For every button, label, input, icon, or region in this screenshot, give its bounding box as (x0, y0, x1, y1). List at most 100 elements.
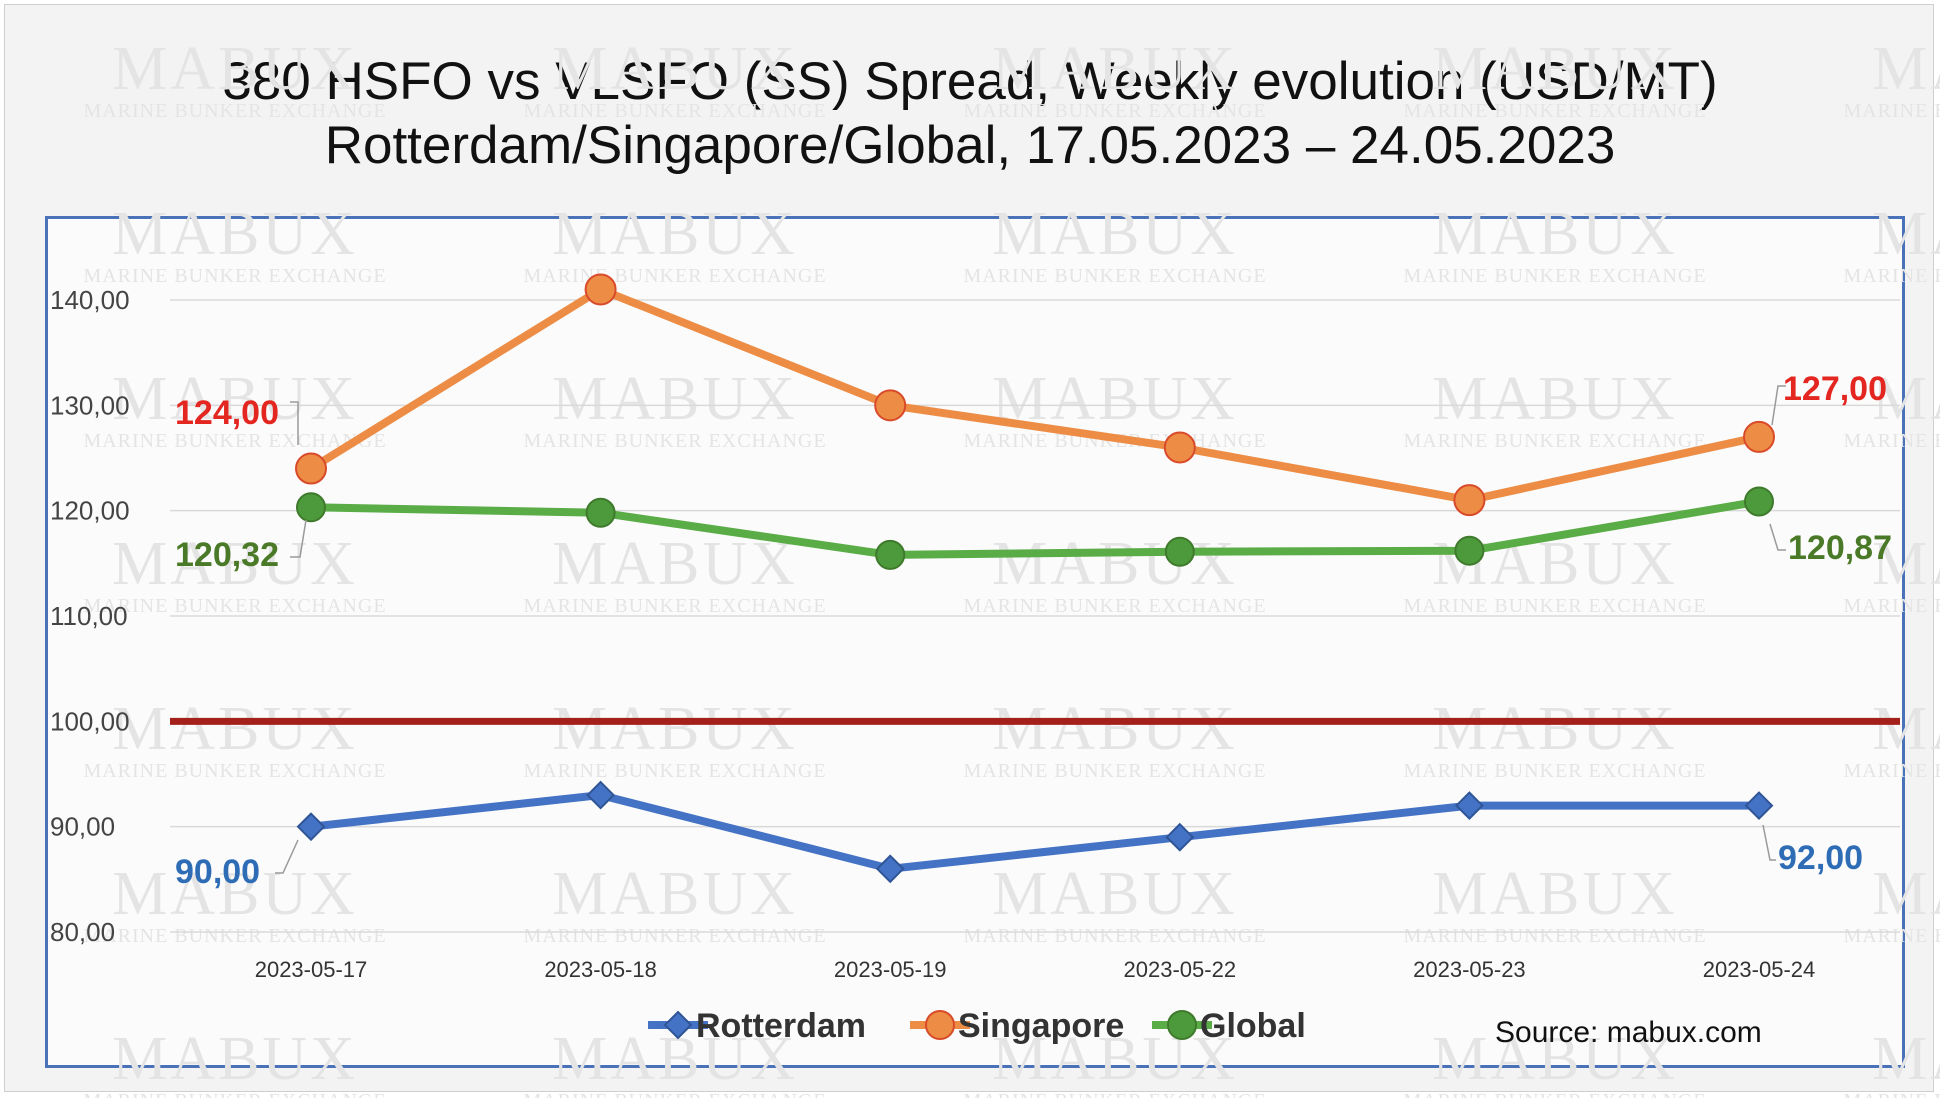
watermark-text: MABUX (992, 860, 1238, 928)
watermark-text: MABUX (552, 35, 798, 103)
marker-rotterdam (296, 812, 326, 842)
y-tick-label: 120,00 (50, 496, 130, 526)
watermark-subtext: MARINE BUNKER EXCHANGE (1403, 925, 1706, 947)
watermark-subtext: MARINE BUNKER EXCHANGE (963, 925, 1266, 947)
legend-label-rotterdam: Rotterdam (696, 1007, 866, 1045)
source-note: Source: mabux.com (1495, 1016, 1762, 1049)
legend-marker-global (1167, 1010, 1197, 1040)
series-markers (295, 273, 1775, 884)
series-line-global (307, 497, 1763, 559)
watermark-text: MABUX (552, 365, 798, 433)
marker-singapore (1453, 484, 1486, 517)
watermark-subtext: MARINE BUNKER EXCHANGE (1403, 430, 1706, 452)
watermark-subtext: MARINE BUNKER EXCHANGE (963, 595, 1266, 617)
watermark-text: MABUX (552, 200, 798, 268)
watermark-subtext: MARINE BUNKER EXCHANGE (523, 430, 826, 452)
watermark-text: MABUX (112, 1025, 358, 1093)
watermark-text: MABUX (1432, 860, 1678, 928)
legend: Rotterdam Singapore Global (648, 1007, 1306, 1045)
watermark-text: MABUX (1432, 1025, 1678, 1093)
watermark-subtext: MARINE BUNKER EXCHANGE (83, 100, 386, 122)
watermark-subtext: MARINE BUNKER EXCHANGE (83, 925, 386, 947)
x-axis: 2023-05-17 2023-05-18 2023-05-19 2023-05-22… (255, 957, 1816, 982)
series-line-singapore (307, 285, 1763, 505)
watermark-text: MABUX (992, 530, 1238, 598)
watermark-subtext: MARINE BUNKER EXCHANGE (1843, 100, 1940, 122)
marker-rotterdam (875, 854, 905, 884)
watermark-subtext: MARINE BUNKER EXCHANGE (1843, 430, 1940, 452)
marker-singapore (874, 389, 907, 422)
watermark-text: MABUX (1432, 200, 1678, 268)
watermark-subtext: MARINE BUNKER EXCHANGE (1403, 1090, 1706, 1098)
watermark-subtext: MARINE BUNKER EXCHANGE (83, 760, 386, 782)
watermark-subtext: MARINE BUNKER EXCHANGE (523, 265, 826, 287)
marker-rotterdam (1454, 791, 1484, 821)
leader-line (1762, 824, 1776, 861)
marker-singapore (584, 273, 617, 306)
watermark-text: MABUX (992, 695, 1238, 763)
watermark-text: MABUX (1872, 530, 1940, 598)
watermark-text: MABUX (992, 200, 1238, 268)
plot-frame (45, 216, 1905, 1068)
marker-rotterdam (1165, 822, 1195, 852)
marker-global (585, 497, 616, 528)
watermark-subtext: MARINE BUNKER EXCHANGE (523, 100, 826, 122)
x-tick-label: 2023-05-19 (834, 957, 947, 982)
y-tick-label: 130,00 (50, 390, 130, 420)
x-tick-label: 2023-05-18 (544, 957, 657, 982)
watermark-text: MABUX (1872, 1025, 1940, 1093)
watermark-subtext: MARINE BUNKER EXCHANGE (83, 265, 386, 287)
marker-global (875, 539, 906, 570)
leader-line (290, 519, 307, 558)
watermark-text: MABUX (552, 1025, 798, 1093)
watermark-text: MABUX (112, 35, 358, 103)
watermark-subtext: MARINE BUNKER EXCHANGE (1403, 265, 1706, 287)
watermark-text: MABUX (1872, 200, 1940, 268)
watermark-text: MABUX (552, 695, 798, 763)
watermark-text: MABUX (112, 860, 358, 928)
chart-title: 380 HSFO vs VLSFO (SS) Spread, Weekly ev… (0, 50, 1940, 178)
watermark-text: MABUX (552, 860, 798, 928)
watermark-text: MABUX (992, 35, 1238, 103)
x-tick-label: 2023-05-24 (1703, 957, 1816, 982)
watermark-subtext: MARINE BUNKER EXCHANGE (523, 1090, 826, 1098)
x-tick-label: 2023-05-23 (1413, 957, 1526, 982)
watermark-text: MABUX (1432, 365, 1678, 433)
y-tick-label: 100,00 (50, 706, 130, 736)
watermark-subtext: MARINE BUNKER EXCHANGE (83, 1090, 386, 1098)
x-tick-label: 2023-05-22 (1124, 957, 1237, 982)
watermark-subtext: MARINE BUNKER EXCHANGE (963, 265, 1266, 287)
title-line-1: 380 HSFO vs VLSFO (SS) Spread, Weekly ev… (222, 52, 1718, 111)
data-label-singapore: 127,00 (1783, 370, 1887, 408)
watermark-subtext: MARINE BUNKER EXCHANGE (1403, 760, 1706, 782)
watermark-subtext: MARINE BUNKER EXCHANGE (1403, 100, 1706, 122)
watermark-subtext: MARINE BUNKER EXCHANGE (523, 760, 826, 782)
watermark-subtext: MARINE BUNKER EXCHANGE (1403, 595, 1706, 617)
data-label-global: 120,32 (175, 536, 279, 574)
watermark-subtext: MARINE BUNKER EXCHANGE (1843, 1090, 1940, 1098)
watermark-text: MABUX (1872, 365, 1940, 433)
marker-singapore (1163, 431, 1196, 464)
marker-global (296, 492, 326, 523)
y-tick-label: 80,00 (50, 917, 115, 947)
y-tick-label: 90,00 (50, 812, 115, 842)
watermark-subtext: MARINE BUNKER EXCHANGE (523, 925, 826, 947)
watermark-subtext: MARINE BUNKER EXCHANGE (1843, 595, 1940, 617)
title-line-2: Rotterdam/Singapore/Global, 17.05.2023 –… (324, 116, 1616, 175)
legend-marker-singapore (925, 1010, 955, 1040)
series-lines (307, 285, 1763, 873)
marker-singapore (295, 452, 327, 485)
data-label-rotterdam: 90,00 (175, 853, 260, 891)
y-tick-label: 110,00 (50, 601, 128, 631)
marker-rotterdam (1744, 791, 1774, 821)
legend-label-singapore: Singapore (958, 1007, 1124, 1045)
watermark-subtext: MARINE BUNKER EXCHANGE (963, 760, 1266, 782)
data-label-global: 120,87 (1788, 529, 1892, 567)
leader-line (275, 839, 299, 874)
watermark-text: MABUX (1872, 860, 1940, 928)
watermark-subtext: MARINE BUNKER EXCHANGE (1843, 265, 1940, 287)
marker-global (1744, 486, 1774, 517)
watermark-subtext: MARINE BUNKER EXCHANGE (1843, 925, 1940, 947)
